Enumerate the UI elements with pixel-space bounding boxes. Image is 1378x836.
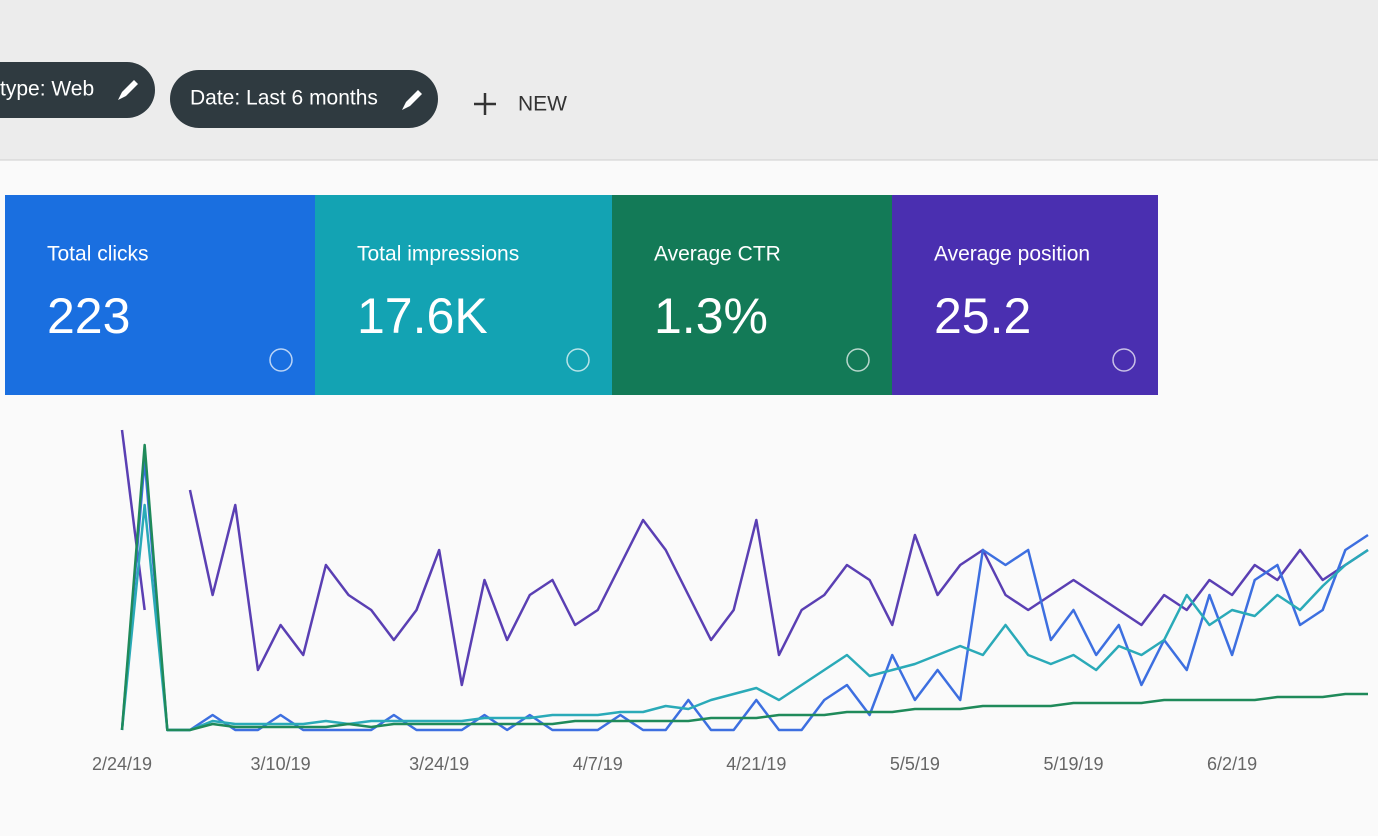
- series-line: [120, 458, 1369, 732]
- metric-value: 25.2: [934, 288, 1031, 344]
- series-line: [120, 443, 1368, 732]
- x-tick-label: 4/7/19: [573, 754, 623, 774]
- help-icon: [269, 348, 293, 372]
- filter-chip[interactable]: Date: Last 6 months: [170, 70, 438, 128]
- new-button[interactable]: NEW: [474, 93, 567, 116]
- metric-value: 1.3%: [654, 288, 768, 344]
- chip-label: type: Web: [0, 78, 94, 101]
- series-line: [188, 489, 1369, 687]
- help-icon: [566, 348, 590, 372]
- edit-icon: [402, 90, 422, 110]
- x-tick-label: 4/21/19: [726, 754, 786, 774]
- metric-value: 223: [47, 288, 130, 344]
- help-icon: [1112, 348, 1136, 372]
- x-tick-label: 3/10/19: [251, 754, 311, 774]
- plus-icon: [474, 93, 496, 115]
- metric-label: Average CTR: [654, 243, 781, 266]
- chip-bg: [0, 62, 155, 118]
- metric-label: Total impressions: [357, 243, 519, 266]
- new-label: NEW: [518, 93, 567, 116]
- x-tick-label: 5/19/19: [1043, 754, 1103, 774]
- x-tick-label: 6/2/19: [1207, 754, 1257, 774]
- series-line: [120, 503, 1369, 732]
- series-line: [120, 429, 146, 611]
- metric-label: Total clicks: [47, 243, 149, 266]
- metric-card: [5, 195, 315, 395]
- x-tick-label: 5/5/19: [890, 754, 940, 774]
- edit-icon: [118, 80, 138, 100]
- metric-card: [315, 195, 612, 395]
- help-icon: [846, 348, 870, 372]
- chip-label: Date: Last 6 months: [190, 87, 378, 110]
- filter-chip[interactable]: type: Web: [0, 62, 155, 118]
- x-tick-label: 3/24/19: [409, 754, 469, 774]
- chip-bg: [170, 70, 438, 128]
- metric-label: Average position: [934, 243, 1090, 266]
- metric-card: [612, 195, 892, 395]
- metric-value: 17.6K: [357, 288, 488, 344]
- x-tick-label: 2/24/19: [92, 754, 152, 774]
